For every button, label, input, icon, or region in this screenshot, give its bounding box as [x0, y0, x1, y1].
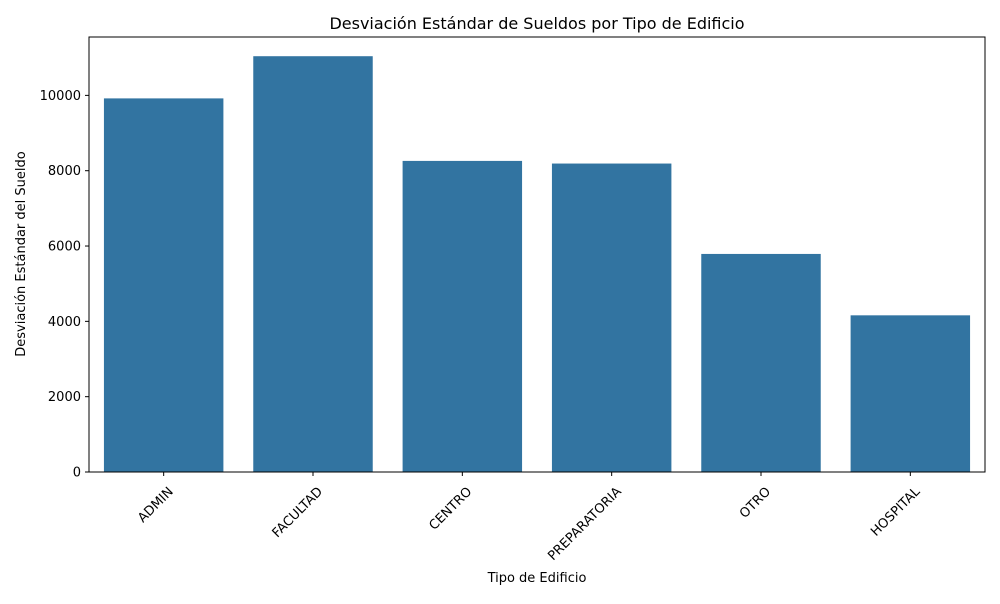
x-tick-label: CENTRO — [426, 484, 475, 533]
bar-otro — [701, 253, 821, 472]
chart-title: Desviación Estándar de Sueldos por Tipo … — [329, 14, 744, 33]
x-tick-label: OTRO — [737, 484, 774, 521]
y-tick-label: 6000 — [48, 240, 81, 255]
y-tick-label: 0 — [73, 466, 81, 481]
x-tick-label: FACULTAD — [270, 484, 326, 540]
x-tick-label: HOSPITAL — [868, 484, 924, 540]
bar-facultad — [253, 56, 373, 472]
plot-area — [103, 56, 971, 472]
bar-preparatoria — [551, 163, 672, 472]
y-tick-label: 4000 — [48, 315, 81, 330]
bar-centro — [402, 160, 523, 472]
y-axis-label: Desviación Estándar del Sueldo — [14, 151, 29, 356]
x-axis-label: Tipo de Edificio — [487, 571, 587, 586]
x-axis: ADMIN FACULTAD CENTRO PREPARATORIA OTRO HOSPI… — [135, 472, 924, 564]
bar-admin — [103, 98, 224, 472]
x-tick-label: ADMIN — [135, 484, 176, 525]
y-axis: 0 2000 4000 6000 8000 10000 — [40, 89, 89, 481]
y-tick-label: 8000 — [48, 164, 81, 179]
y-tick-label: 2000 — [48, 390, 81, 405]
y-tick-label: 10000 — [40, 89, 81, 104]
plot-frame — [88, 36, 986, 473]
bar-hospital — [850, 315, 971, 472]
x-tick-label: PREPARATORIA — [545, 484, 624, 563]
